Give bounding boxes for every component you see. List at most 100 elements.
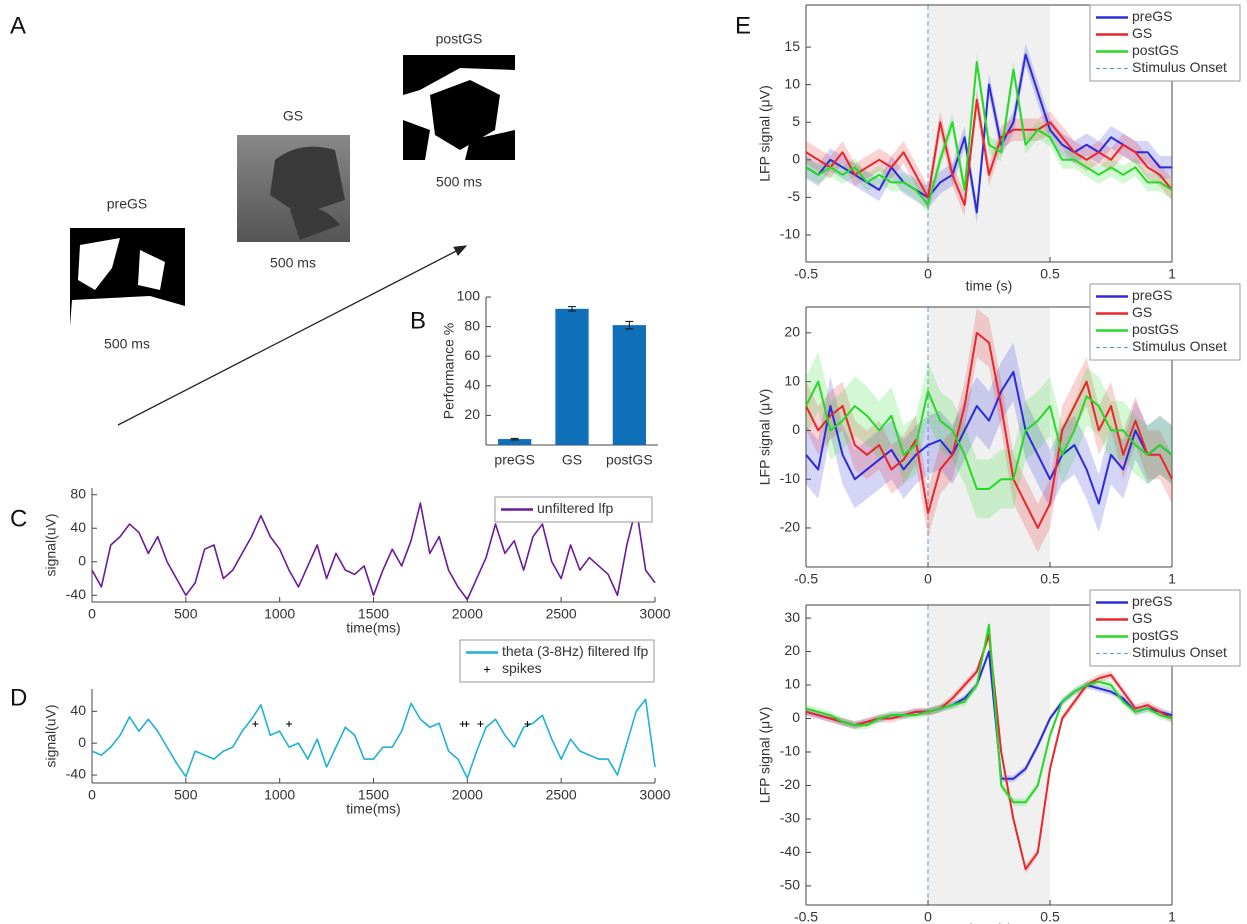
x-tick-label: 0.5 bbox=[1040, 571, 1060, 587]
spike-marker bbox=[463, 721, 470, 728]
y-axis-label: Performance % bbox=[441, 323, 457, 419]
x-axis-label: time (s) bbox=[966, 921, 1013, 924]
series-line bbox=[91, 698, 656, 780]
series-line bbox=[805, 370, 1173, 505]
legend-box bbox=[459, 639, 655, 683]
x-tick-label: -0.5 bbox=[794, 266, 818, 282]
legend-label: GS bbox=[1132, 25, 1152, 41]
y-tick-label: 15 bbox=[784, 38, 800, 54]
y-axis-label: signal(uV) bbox=[43, 704, 59, 767]
error-bar bbox=[568, 306, 576, 312]
y-tick-label: 60 bbox=[464, 347, 480, 363]
y-tick-label: 20 bbox=[784, 324, 800, 340]
series-line bbox=[805, 623, 1173, 804]
panel-label: B bbox=[410, 307, 426, 334]
x-tick-label: 2000 bbox=[452, 787, 483, 803]
x-tick-label: 3000 bbox=[639, 606, 670, 622]
y-tick-label: -5 bbox=[788, 188, 801, 204]
y-tick-label: -10 bbox=[780, 743, 800, 759]
x-tick-label: 1000 bbox=[264, 787, 295, 803]
legend-label: Stimulus Onset bbox=[1132, 59, 1227, 75]
x-tick-label: 1 bbox=[1168, 571, 1176, 587]
x-tick-label: 500 bbox=[174, 787, 198, 803]
legend-label: GS bbox=[1132, 610, 1152, 626]
series-line bbox=[805, 331, 1173, 529]
y-tick-label: -30 bbox=[780, 810, 800, 826]
x-tick-label: 3000 bbox=[639, 787, 670, 803]
spike-marker bbox=[477, 721, 484, 728]
y-tick-label: -20 bbox=[780, 519, 800, 535]
y-tick-label: 10 bbox=[784, 75, 800, 91]
y-tick-label: 0 bbox=[792, 709, 800, 725]
x-tick-label: postGS bbox=[606, 452, 653, 468]
chart: 20 40 60 80 100 Performance % preGS GS postGS bbox=[441, 288, 658, 468]
legend-box bbox=[494, 496, 653, 523]
spike-marker bbox=[524, 721, 531, 728]
y-axis-label: signal(uV) bbox=[43, 513, 59, 576]
y-tick-label: 0 bbox=[78, 552, 86, 568]
x-tick-label: 2000 bbox=[452, 606, 483, 622]
x-tick-label: 500 bbox=[174, 606, 198, 622]
stimulus-label: preGS bbox=[107, 196, 147, 212]
y-tick-label: 10 bbox=[784, 372, 800, 388]
legend-label: Stimulus Onset bbox=[1132, 644, 1227, 660]
y-tick-label: 30 bbox=[784, 609, 800, 625]
x-tick-label: 0 bbox=[88, 606, 96, 622]
x-tick-label: 1 bbox=[1168, 266, 1176, 282]
y-tick-label: 80 bbox=[70, 485, 86, 501]
y-tick-label: -20 bbox=[780, 776, 800, 792]
y-tick-label: -50 bbox=[780, 877, 800, 893]
x-tick-label: 0 bbox=[924, 909, 932, 924]
error-band bbox=[806, 630, 1172, 874]
legend-label: spikes bbox=[502, 660, 542, 676]
error-band bbox=[806, 43, 1172, 224]
y-tick-label: 20 bbox=[784, 642, 800, 658]
legend-label: postGS bbox=[1132, 321, 1179, 337]
stimulus-image bbox=[237, 135, 350, 242]
bar bbox=[498, 439, 532, 445]
y-tick-label: 5 bbox=[792, 113, 800, 129]
x-tick-label: GS bbox=[562, 452, 582, 468]
legend-label: preGS bbox=[1132, 593, 1172, 609]
stimulus-image bbox=[70, 218, 185, 326]
y-tick-label: 40 bbox=[464, 377, 480, 393]
y-tick-label: -40 bbox=[66, 586, 86, 602]
stimulus-label: postGS bbox=[436, 31, 483, 47]
error-band bbox=[806, 308, 1172, 553]
stimulus-label: GS bbox=[283, 108, 303, 124]
y-tick-label: 10 bbox=[784, 676, 800, 692]
stimulus-duration: 500 ms bbox=[104, 336, 150, 352]
x-tick-label: 2500 bbox=[546, 606, 577, 622]
series-line bbox=[805, 98, 1173, 206]
legend-label: postGS bbox=[1132, 627, 1179, 643]
series-line bbox=[805, 61, 1173, 206]
series-line bbox=[91, 502, 656, 601]
y-tick-label: 0 bbox=[78, 734, 86, 750]
legend-label: theta (3-8Hz) filtered lfp bbox=[502, 643, 648, 659]
stimulus-duration: 500 ms bbox=[436, 174, 482, 190]
y-tick-label: -10 bbox=[780, 226, 800, 242]
y-tick-label: -40 bbox=[780, 843, 800, 859]
y-tick-label: -40 bbox=[66, 766, 86, 782]
y-tick-label: 40 bbox=[70, 519, 86, 535]
spike-marker bbox=[252, 721, 259, 728]
y-axis-label: LFP signal (μV) bbox=[757, 85, 773, 182]
x-axis-label: time (s) bbox=[966, 278, 1013, 294]
legend-label: unfiltered lfp bbox=[537, 500, 613, 516]
panel-label: D bbox=[10, 684, 27, 711]
x-tick-label: 1500 bbox=[358, 787, 389, 803]
stimulus-duration: 500 ms bbox=[270, 255, 316, 271]
x-tick-label: 1 bbox=[1168, 909, 1176, 924]
legend-label: GS bbox=[1132, 304, 1152, 320]
legend-label: preGS bbox=[1132, 287, 1172, 303]
x-tick-label: 0 bbox=[88, 787, 96, 803]
x-axis-label: time(ms) bbox=[346, 620, 400, 636]
y-axis-label: LFP signal (μV) bbox=[757, 389, 773, 486]
series-line bbox=[805, 380, 1173, 490]
y-tick-label: 0 bbox=[792, 151, 800, 167]
panel-label: A bbox=[10, 12, 26, 39]
x-tick-label: 0.5 bbox=[1040, 909, 1060, 924]
chart: -20 -10 0 10 20 -0.5 0 0.5 1 LFP signal (μV) preGS… bbox=[757, 283, 1241, 587]
error-bar bbox=[510, 437, 519, 441]
